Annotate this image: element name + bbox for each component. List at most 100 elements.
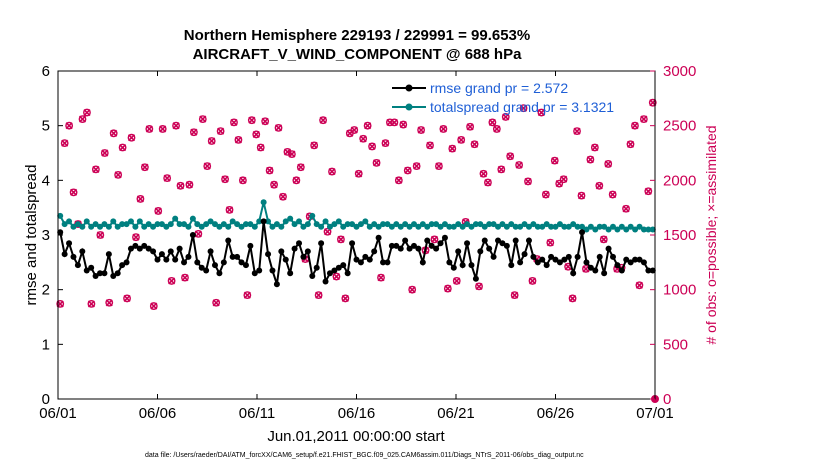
totalspread-point <box>158 221 165 228</box>
rmse-point <box>583 259 590 266</box>
rmse-point <box>521 251 528 258</box>
rmse-point <box>238 259 245 266</box>
rmse-point <box>433 245 440 252</box>
rmse-point <box>579 229 586 236</box>
totalspread-point <box>618 223 625 230</box>
obs-count-point <box>136 195 145 203</box>
totalspread-point <box>340 223 347 230</box>
obs-count-point <box>515 161 524 169</box>
rmse-point <box>88 264 95 271</box>
rmse-point <box>141 242 148 249</box>
rmse-point <box>207 248 214 255</box>
rmse-point <box>296 240 303 247</box>
obs-count-point <box>78 115 87 124</box>
totalspread-point <box>119 221 126 228</box>
rmse-point <box>57 229 64 236</box>
totalspread-point <box>291 221 298 228</box>
rmse-point <box>596 253 603 260</box>
obs-count-point <box>479 169 488 178</box>
obs-count-point <box>216 127 225 136</box>
totalspread-point <box>74 221 81 228</box>
rmse-point <box>446 259 453 266</box>
rmse-point <box>203 267 210 274</box>
rmse-point <box>380 259 387 266</box>
rmse-point <box>459 262 466 269</box>
rmse-point <box>503 242 510 249</box>
totalspread-point <box>189 215 196 222</box>
obs-count-point <box>599 235 608 244</box>
totalspread-point <box>446 223 453 230</box>
y-tick-label: 2 <box>42 282 50 299</box>
totalspread-point <box>388 223 395 230</box>
totalspread-point <box>163 223 170 230</box>
totalspread-point <box>565 223 572 230</box>
y-right-tick-label: 3000 <box>663 63 696 80</box>
obs-count-point <box>635 281 644 290</box>
y-right-tick-label: 500 <box>663 336 688 353</box>
totalspread-point <box>490 221 497 228</box>
totalspread-point <box>220 221 227 228</box>
totalspread-point <box>203 221 210 228</box>
totalspread-point <box>627 223 634 230</box>
totalspread-point <box>503 223 510 230</box>
obs-count-point <box>100 149 109 157</box>
rmse-point <box>419 259 426 266</box>
rmse-point <box>636 256 643 263</box>
obs-count-point <box>354 169 363 178</box>
rmse-point <box>371 248 378 255</box>
totalspread-point <box>136 218 143 225</box>
totalspread-point <box>127 218 134 225</box>
obs-count-point <box>207 137 216 145</box>
rmse-point <box>256 267 263 274</box>
obs-count-point <box>452 277 461 285</box>
totalspread-point <box>592 226 599 233</box>
y-axis-ticks: 0 1 2 3 4 5 6 <box>42 63 63 408</box>
totalspread-point <box>97 223 104 230</box>
totalspread-point <box>410 221 417 228</box>
obs-count-point <box>140 163 149 172</box>
totalspread-point <box>548 223 555 230</box>
rmse-point <box>110 273 117 279</box>
obs-count-point <box>247 116 256 125</box>
y-tick-label: 0 <box>42 391 50 408</box>
rmse-point <box>269 267 276 274</box>
totalspread-point <box>79 223 86 230</box>
totalspread-point <box>326 223 333 230</box>
obs-count-point <box>443 284 452 293</box>
totalspread-point <box>366 223 373 230</box>
obs-count-point <box>484 178 492 187</box>
obs-count-point <box>457 135 466 144</box>
obs-count-point <box>123 294 131 303</box>
rmse-point <box>570 270 577 277</box>
y-right-tick-label: 2500 <box>663 118 696 135</box>
rmse-point <box>105 251 112 258</box>
obs-count-point <box>559 175 568 184</box>
totalspread-point <box>123 221 130 228</box>
totalspread-point <box>132 223 139 230</box>
totalspread-point <box>517 223 524 230</box>
obs-count-point <box>230 118 238 127</box>
obs-count-point <box>105 298 114 307</box>
totalspread-point <box>66 218 73 225</box>
totalspread-point <box>521 221 528 228</box>
obs-count-point <box>604 160 613 168</box>
obs-count-point <box>319 116 327 125</box>
obs-count-point <box>163 174 172 183</box>
rmse-point <box>331 267 338 274</box>
obs-count-point <box>172 121 180 130</box>
totalspread-point <box>645 226 652 233</box>
rmse-point <box>220 259 227 266</box>
obs-count-point <box>261 117 270 126</box>
rmse-point <box>123 259 130 266</box>
rmse-point <box>472 275 479 282</box>
obs-count-point <box>310 141 319 150</box>
rmse-point <box>260 218 267 225</box>
totalspread-point <box>499 221 506 228</box>
obs-count-point <box>394 176 403 185</box>
rmse-point <box>393 242 400 249</box>
totalspread-point <box>477 221 484 228</box>
totalspread-point <box>530 221 537 228</box>
rmse-point <box>181 259 188 266</box>
totalspread-point <box>92 221 99 228</box>
rmse-point <box>614 262 621 269</box>
